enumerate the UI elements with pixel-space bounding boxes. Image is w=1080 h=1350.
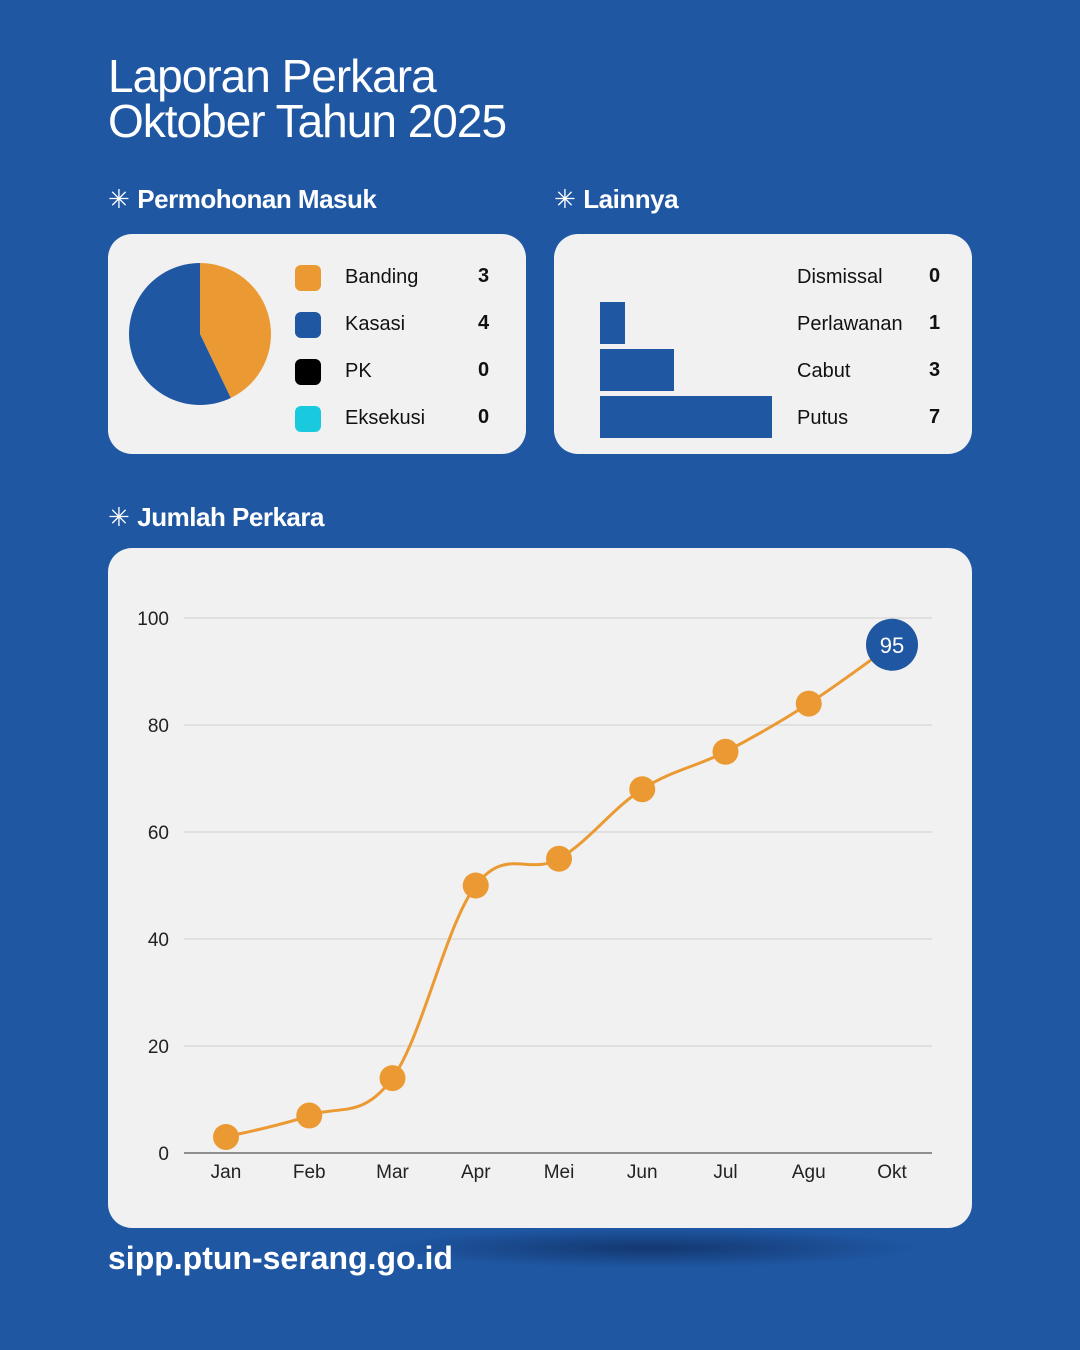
x-tick-label-mei: Mei	[544, 1162, 575, 1183]
legend-item-pk: PK 0	[295, 357, 505, 387]
section-jumlah-heading: ✳ Jumlah Perkara	[108, 502, 324, 533]
legend-value: 0	[478, 406, 490, 428]
legend-swatch	[295, 312, 321, 338]
data-point-apr	[462, 872, 489, 899]
asterisk-icon: ✳	[554, 184, 576, 214]
y-tick-label: 0	[158, 1144, 169, 1165]
section-lainnya-heading: ✳ Lainnya	[554, 184, 679, 215]
section-permohonan-heading: ✳ Permohonan Masuk	[108, 184, 377, 215]
legend-label: Eksekusi	[345, 407, 426, 429]
x-tick-label-jan: Jan	[211, 1162, 242, 1183]
data-point-feb	[296, 1102, 323, 1129]
line-chart: 0 20 40 60 80 100 Jan Feb Mar Apr Mei Jun Jul Agu Okt 9…	[137, 609, 932, 1183]
data-point-agu	[795, 690, 822, 717]
bar-label-putus: Putus	[797, 407, 849, 429]
bar-label-dismissal: Dismissal	[797, 266, 883, 288]
title-line-2: Oktober Tahun 2025	[108, 95, 507, 147]
series-line	[225, 643, 893, 1139]
section-permohonan-label: Permohonan Masuk	[137, 184, 377, 214]
x-tick-label-jul: Jul	[713, 1162, 737, 1183]
x-tick-label-feb: Feb	[293, 1162, 326, 1183]
legend-swatch	[295, 265, 321, 291]
asterisk-icon: ✳	[108, 184, 130, 214]
bar-cabut	[600, 349, 674, 391]
x-tick-label-okt: Okt	[877, 1162, 907, 1183]
section-lainnya-label: Lainnya	[583, 184, 679, 214]
data-point-jan	[213, 1123, 239, 1150]
pie-chart	[129, 263, 271, 405]
y-tick-label: 20	[148, 1037, 169, 1058]
data-point-mei	[546, 845, 572, 872]
legend-swatch	[295, 406, 321, 432]
page-title: Laporan Perkara Oktober Tahun 2025	[108, 50, 507, 147]
lainnya-card: Dismissal 0 Perlawanan 1 Cabut 3 Putus 7	[554, 234, 972, 454]
bar-putus	[600, 396, 772, 438]
data-point-okt	[866, 618, 918, 671]
data-point-jun	[629, 776, 656, 803]
legend-swatch	[295, 359, 321, 385]
legend-label: PK	[345, 360, 372, 382]
x-tick-label-apr: Apr	[461, 1162, 491, 1183]
pie-slice-banding	[200, 263, 271, 398]
legend-item-eksekusi: Eksekusi 0	[295, 404, 505, 434]
legend-item-banding: Banding 3	[295, 263, 505, 293]
permohonan-card: Banding 3 Kasasi 4 PK 0 Eksekusi 0	[108, 234, 526, 454]
data-label-highlight: 95	[880, 633, 904, 658]
pie-slice-kasasi	[129, 263, 231, 405]
card-shadow	[380, 1228, 920, 1268]
title-line-1: Laporan Perkara	[108, 50, 437, 102]
bar-value-dismissal: 0	[929, 265, 941, 287]
legend-item-kasasi: Kasasi 4	[295, 310, 505, 340]
x-tick-label-mar: Mar	[376, 1162, 409, 1183]
y-tick-label: 80	[148, 716, 169, 737]
y-tick-label: 40	[148, 930, 169, 951]
bar-value-perlawanan: 1	[929, 312, 941, 334]
y-tick-label: 60	[148, 823, 169, 844]
data-point-jul	[712, 738, 739, 765]
bar-value-cabut: 3	[929, 359, 941, 381]
x-tick-label-jun: Jun	[627, 1162, 658, 1183]
y-tick-label: 100	[137, 609, 169, 630]
bar-value-putus: 7	[929, 406, 941, 428]
section-jumlah-label: Jumlah Perkara	[137, 502, 324, 532]
asterisk-icon: ✳	[108, 502, 130, 532]
legend-label: Kasasi	[345, 313, 406, 335]
bar-perlawanan	[600, 302, 625, 344]
legend-value: 4	[478, 312, 490, 334]
legend-label: Banding	[345, 266, 419, 288]
x-tick-label-agu: Agu	[792, 1162, 826, 1183]
data-point-mar	[379, 1065, 406, 1092]
legend-value: 0	[478, 359, 490, 381]
bar-label-perlawanan: Perlawanan	[797, 313, 903, 335]
bar-label-cabut: Cabut	[797, 360, 851, 382]
footer-url[interactable]: sipp.ptun-serang.go.id	[108, 1240, 453, 1276]
jumlah-card: 0 20 40 60 80 100 Jan Feb Mar Apr Mei Jun Jul Agu Okt 9…	[108, 548, 972, 1228]
legend-value: 3	[478, 265, 490, 287]
